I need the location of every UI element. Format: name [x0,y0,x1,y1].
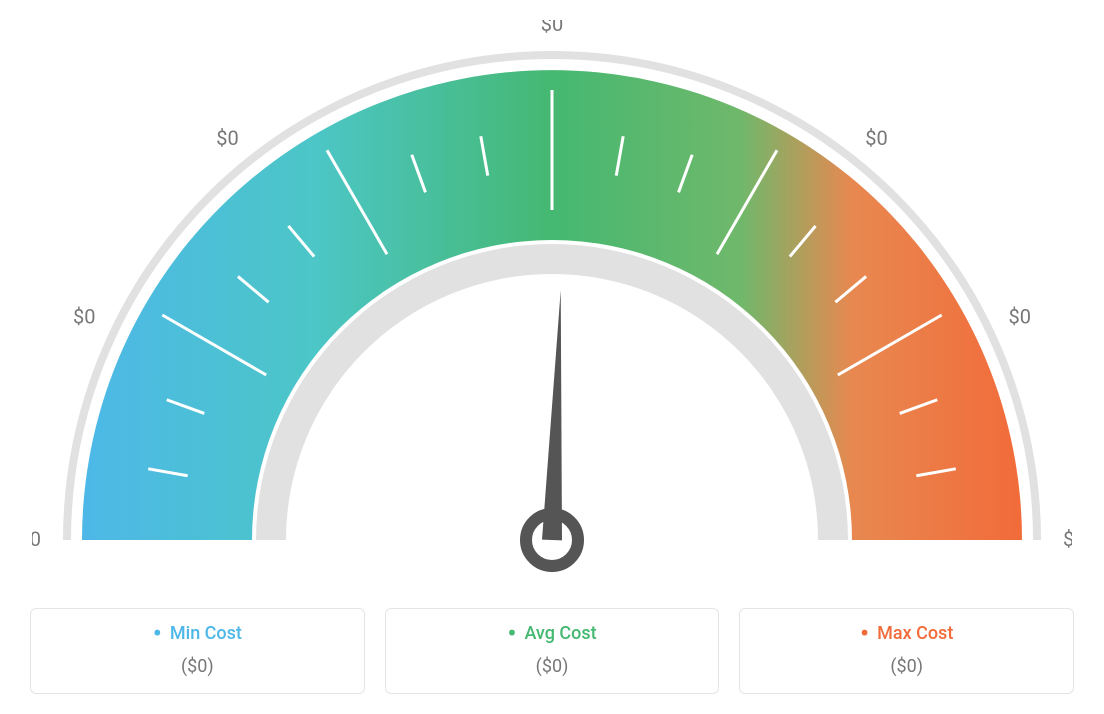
legend-max-label: Max Cost [860,623,953,644]
gauge-tick-label: $0 [73,304,95,328]
legend-card-avg: Avg Cost ($0) [385,608,720,694]
gauge-chart: $0 $0 $0 $0 $0 $0 $0 [32,20,1072,580]
gauge-needle [542,290,562,540]
legend-row: Min Cost ($0) Avg Cost ($0) Max Cost ($0… [30,608,1074,694]
legend-card-min: Min Cost ($0) [30,608,365,694]
legend-card-max: Max Cost ($0) [739,608,1074,694]
legend-avg-value: ($0) [396,656,709,677]
gauge-container: $0 $0 $0 $0 $0 $0 $0 [30,20,1074,580]
legend-max-value: ($0) [750,656,1063,677]
gauge-tick-label: $0 [1008,304,1030,328]
legend-min-label: Min Cost [153,623,242,644]
gauge-tick-label: $0 [541,20,563,36]
legend-avg-label: Avg Cost [507,623,596,644]
gauge-tick-label: $0 [1063,527,1072,551]
gauge-tick-label: $0 [216,126,238,150]
gauge-tick-label: $0 [865,126,887,150]
legend-min-value: ($0) [41,656,354,677]
gauge-tick-label: $0 [32,527,41,551]
